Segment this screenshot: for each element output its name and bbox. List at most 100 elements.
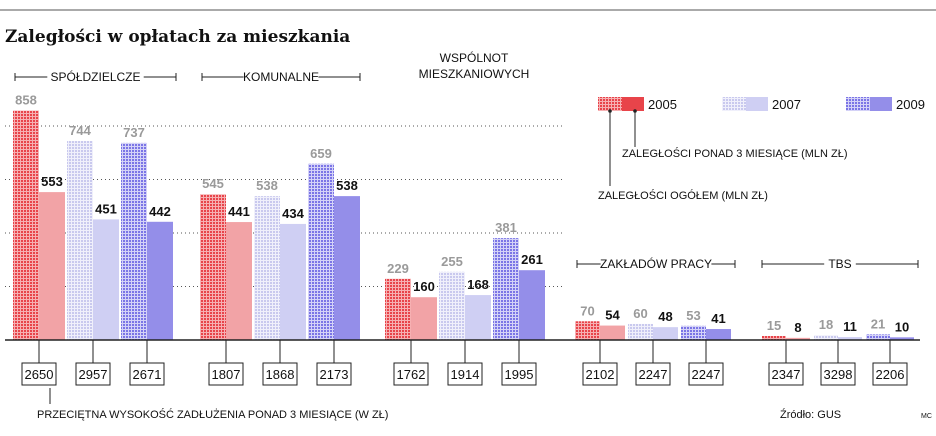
avg-debt-value: 3298 bbox=[824, 367, 853, 382]
avg-debt-value: 2247 bbox=[692, 367, 721, 382]
bar-total-2007 bbox=[628, 323, 653, 340]
legend-year-label: 2007 bbox=[772, 97, 801, 112]
over3-value-label: 54 bbox=[605, 308, 620, 323]
total-value-label: 744 bbox=[69, 123, 91, 138]
over3-value-label: 41 bbox=[711, 311, 725, 326]
bar-over3-2009 bbox=[147, 221, 173, 340]
total-value-label: 545 bbox=[202, 176, 224, 191]
bar-total-2009 bbox=[493, 238, 519, 340]
bar-over3-2005 bbox=[786, 337, 810, 340]
legend-swatch-total-2005 bbox=[598, 97, 622, 111]
bar-total-2007 bbox=[254, 196, 280, 340]
bar-total-2005 bbox=[385, 278, 411, 340]
debt-box bbox=[208, 362, 244, 386]
bar-over3-2009 bbox=[890, 337, 914, 340]
bar-total-2009 bbox=[866, 334, 890, 340]
over3-value-label: 48 bbox=[658, 309, 672, 324]
legend-leader-dot bbox=[608, 109, 612, 113]
total-value-label: 21 bbox=[871, 316, 885, 331]
total-value-label: 60 bbox=[633, 306, 647, 321]
bar-over3-2005 bbox=[39, 192, 65, 340]
avg-debt-value: 2102 bbox=[586, 367, 615, 382]
over3-value-label: 168 bbox=[467, 277, 489, 292]
bar-over3-2007 bbox=[838, 337, 862, 340]
legend-swatch-total-2007 bbox=[722, 97, 746, 111]
over3-value-label: 442 bbox=[149, 204, 171, 219]
avg-debt-value: 2173 bbox=[320, 367, 349, 382]
bar-over3-2009 bbox=[519, 270, 545, 340]
chart-title: Zaległości w opłatach za mieszkania bbox=[5, 27, 350, 47]
avg-debt-boxes: 2650 2957 2671 1807 1868 2173 1762 1914 1995 2102… bbox=[21, 340, 908, 386]
over3-value-label: 538 bbox=[336, 178, 358, 193]
bar-over3-2005 bbox=[226, 222, 252, 340]
over3-value-label: 553 bbox=[41, 174, 63, 189]
bar-total-2005 bbox=[575, 321, 600, 340]
debt-box bbox=[447, 362, 483, 386]
over3-value-label: 261 bbox=[521, 252, 543, 267]
legend-swatch-over3-2005 bbox=[622, 97, 644, 111]
legend-swatch-total-2009 bbox=[846, 97, 870, 111]
group-header-label: SPÓŁDZIELCZE bbox=[50, 69, 140, 84]
total-value-label: 53 bbox=[686, 308, 700, 323]
avg-debt-value: 1762 bbox=[397, 367, 426, 382]
group-header-label: KOMUNALNE bbox=[243, 70, 319, 84]
bars bbox=[13, 110, 914, 340]
debt-box bbox=[501, 362, 537, 386]
avg-debt-value: 2247 bbox=[639, 367, 668, 382]
total-value-label: 538 bbox=[256, 178, 278, 193]
bar-over3-2007 bbox=[653, 327, 678, 340]
bar-total-2007 bbox=[67, 141, 93, 340]
bar-over3-2005 bbox=[600, 325, 625, 340]
bar-total-2005 bbox=[13, 110, 39, 340]
bar-over3-2005 bbox=[411, 297, 437, 340]
legend-swatch-over3-2007 bbox=[746, 97, 768, 111]
legend: 2005 2007 2009 ZALEGŁOŚCI PONAD 3 MIESIĄCE … bbox=[598, 97, 925, 202]
total-value-label: 858 bbox=[15, 93, 37, 108]
over3-value-label: 434 bbox=[282, 206, 304, 221]
legend-label-total: ZALEGŁOŚCI OGÓŁEM (MLN ZŁ) bbox=[598, 189, 768, 202]
over3-value-label: 160 bbox=[413, 279, 435, 294]
total-value-label: 70 bbox=[580, 303, 594, 318]
over3-value-label: 11 bbox=[843, 319, 857, 334]
footnote: PRZECIĘTNA WYSOKOŚĆ ZADŁUŻENIA PONAD 3 M… bbox=[37, 408, 388, 421]
avg-debt-value: 1995 bbox=[505, 367, 534, 382]
total-value-label: 255 bbox=[441, 254, 463, 269]
legend-swatch-over3-2009 bbox=[870, 97, 892, 111]
debt-box bbox=[75, 362, 111, 386]
value-labels: 8585537444517374425454415384346595382291… bbox=[15, 93, 909, 335]
debt-box bbox=[688, 362, 724, 386]
bar-over3-2007 bbox=[93, 219, 119, 340]
debt-box bbox=[129, 362, 165, 386]
debt-box bbox=[21, 362, 57, 386]
avg-debt-value: 2957 bbox=[79, 367, 108, 382]
debt-box bbox=[768, 362, 804, 386]
over3-value-label: 10 bbox=[895, 319, 909, 334]
avg-debt-value: 1914 bbox=[451, 367, 480, 382]
source: Źródło: GUS bbox=[780, 408, 841, 421]
legend-leader-dot bbox=[633, 109, 637, 113]
over3-value-label: 8 bbox=[794, 320, 801, 335]
group-header-label: WSPÓLNOT bbox=[440, 50, 509, 65]
avg-debt-value: 1807 bbox=[212, 367, 241, 382]
bar-over3-2007 bbox=[280, 223, 306, 340]
bar-total-2009 bbox=[121, 142, 147, 340]
bar-total-2007 bbox=[439, 271, 465, 340]
avg-debt-value: 2206 bbox=[876, 367, 905, 382]
bar-over3-2009 bbox=[706, 329, 731, 340]
group-headers: SPÓŁDZIELCZE KOMUNALNE WSPÓLNOT MIESZKANIOW… bbox=[14, 50, 919, 271]
legend-label-over3: ZALEGŁOŚCI PONAD 3 MIESIĄCE (MLN ZŁ) bbox=[622, 147, 848, 160]
group-header-label: ZAKŁADÓW PRACY bbox=[600, 256, 712, 271]
group-header-label: MIESZKANIOWYCH bbox=[419, 67, 530, 81]
over3-value-label: 441 bbox=[228, 204, 250, 219]
avg-debt-value: 2650 bbox=[25, 367, 54, 382]
debt-box bbox=[872, 362, 908, 386]
avg-debt-value: 1868 bbox=[266, 367, 295, 382]
total-value-label: 659 bbox=[310, 146, 332, 161]
total-value-label: 381 bbox=[495, 220, 517, 235]
debt-box bbox=[262, 362, 298, 386]
group-header-label: TBS bbox=[828, 257, 851, 271]
legend-year-label: 2005 bbox=[648, 97, 677, 112]
total-value-label: 229 bbox=[387, 261, 409, 276]
bar-over3-2007 bbox=[465, 295, 491, 340]
